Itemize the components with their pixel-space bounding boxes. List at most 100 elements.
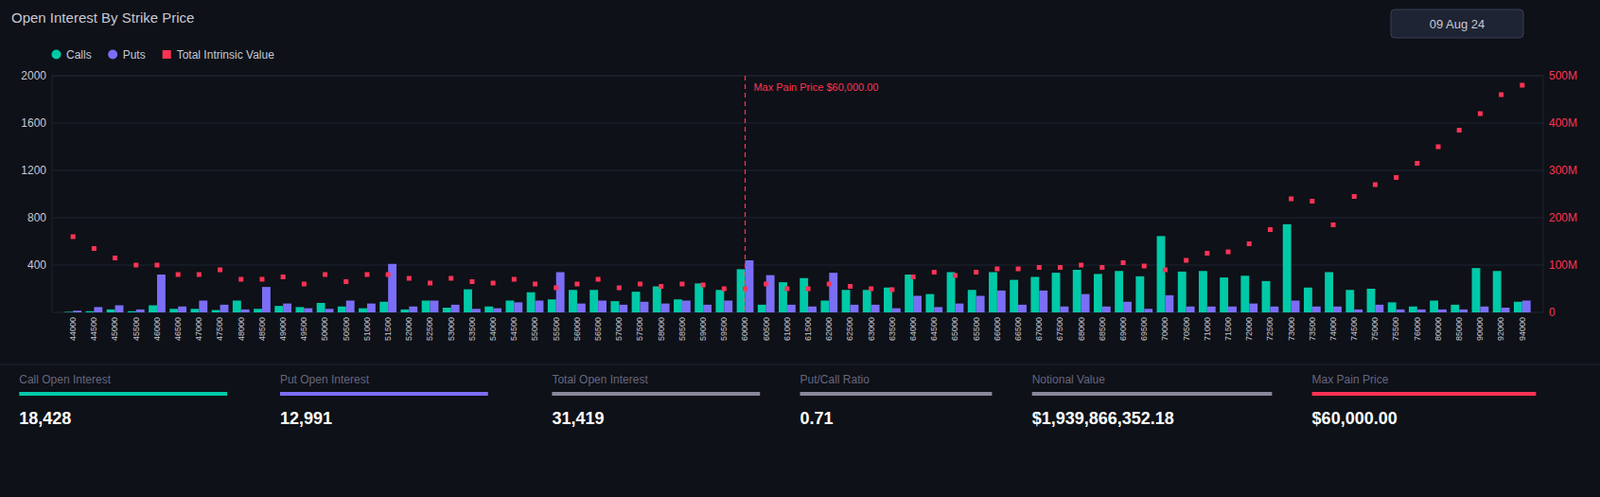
y2-tick-label: 300M [1548,163,1578,177]
stats: Call Open Interest18,428Put Open Interes… [18,372,1536,428]
bar [442,307,452,313]
point [1267,227,1273,232]
bar [1479,306,1489,313]
x-tick-label: 60000 [739,316,750,341]
point [637,281,643,287]
x-tick-label: 46000 [152,316,162,341]
bar [1081,294,1091,313]
bar [1248,303,1258,313]
point [952,273,958,279]
point [1183,258,1189,264]
bar [997,290,1006,313]
scatter-series [70,83,1526,293]
bar [976,296,985,314]
bar [967,289,977,313]
stat-value: 0.71 [800,408,834,428]
x-tick-label: 74500 [1349,316,1359,341]
bar [1367,288,1376,313]
x-tick-label: 74000 [1328,316,1338,341]
point [364,272,370,278]
x-tick-label: 52500 [424,316,435,341]
y-axis-right: 0100M200M300M400M500M [1548,69,1578,319]
stat-label: Total Open Interest [551,372,649,387]
bar [1143,308,1153,313]
point [1162,267,1168,273]
bar [169,308,178,313]
y-tick-label: 1200 [20,163,47,177]
point [931,269,937,275]
stat-underline [1312,391,1537,396]
x-tick-label: 61000 [782,316,792,341]
point [806,286,811,292]
bar [618,304,628,313]
x-tick-label: 75000 [1370,316,1380,341]
bar [673,298,683,313]
x-tick-label: 44500 [88,316,99,341]
x-tick-label: 54500 [509,316,519,341]
x-tick-label: 75500 [1390,316,1401,341]
x-tick-label: 65500 [971,316,982,341]
point [532,281,538,287]
bar [556,272,565,314]
bar [527,292,536,313]
bar [253,308,263,313]
bar [947,272,956,314]
grid-line [52,123,1544,124]
y-tick-label: 2000 [20,69,47,83]
bar [295,306,304,313]
bar [849,304,859,313]
stat-underline [551,391,760,396]
bar [463,289,473,313]
bar [1501,307,1511,313]
bar [766,275,775,313]
point [448,276,454,282]
bar [1303,287,1313,313]
bar [1198,270,1208,313]
bar [1345,289,1354,313]
x-tick-label: 92000 [1495,316,1506,341]
bar [535,300,545,314]
date-label: 09 Aug 24 [1429,17,1486,32]
stat-underline [800,391,993,396]
point [1309,198,1315,204]
x-tick-label: 54000 [488,316,498,341]
point [868,286,874,292]
point [742,286,748,292]
bar [1038,290,1048,313]
bar [303,308,313,313]
point [406,276,412,282]
point [847,283,853,289]
stat-label: Call Open Interest [18,372,111,387]
bar [367,303,376,313]
x-tick-label: 49500 [298,316,309,341]
point [1057,264,1063,270]
point [1226,249,1231,255]
bar [505,300,514,314]
x-tick-label: 58000 [656,316,667,341]
x-tick-label: 51000 [362,316,372,341]
point [70,234,76,240]
point [784,286,790,292]
annotation: Max Pain Price $60,000.00 [753,81,879,93]
x-axis: 4400044500450004550046000465004700047500… [68,316,1528,341]
max-pain-line [744,75,746,313]
x-tick-label: 50000 [319,316,330,341]
point [616,285,622,291]
point [658,283,664,289]
grid-line [52,170,1544,172]
bar [282,303,292,313]
point [427,281,433,286]
bar [484,306,493,313]
point [911,274,916,280]
x-tick-label: 53500 [467,316,477,341]
x-tick-label: 73500 [1307,316,1318,341]
point [553,285,559,291]
bar [1353,309,1363,313]
bar [1059,306,1069,313]
bar [1135,276,1144,313]
point [154,263,159,268]
bar [1324,272,1334,314]
bar [136,309,145,313]
point [386,272,391,278]
x-tick-label: 66500 [1013,316,1023,341]
